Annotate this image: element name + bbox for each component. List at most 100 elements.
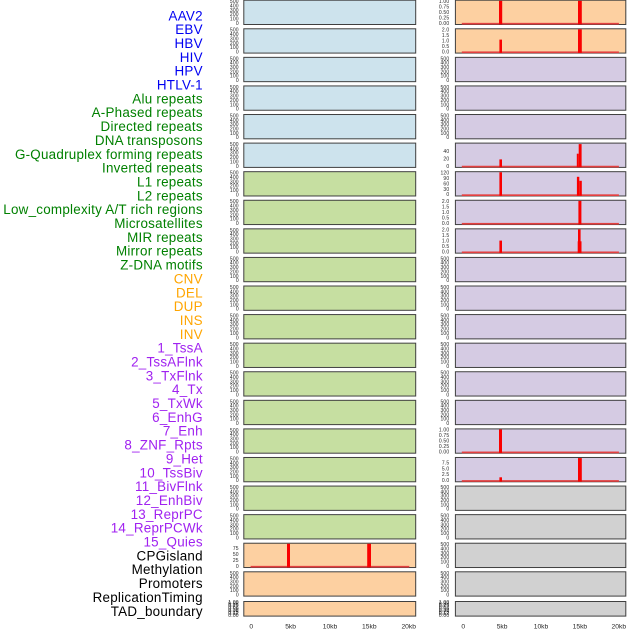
- svg-text:1.0: 1.0: [442, 239, 450, 245]
- svg-text:100: 100: [230, 17, 239, 23]
- svg-text:400: 400: [440, 289, 449, 295]
- svg-text:500: 500: [230, 56, 239, 62]
- svg-text:0: 0: [236, 450, 239, 456]
- svg-text:200: 200: [230, 241, 239, 247]
- svg-text:0: 0: [446, 392, 449, 398]
- svg-text:200: 200: [440, 555, 449, 561]
- svg-text:300: 300: [440, 322, 449, 328]
- svg-text:100: 100: [440, 531, 449, 537]
- svg-text:CPGisland: CPGisland: [137, 548, 203, 563]
- svg-text:200: 200: [230, 12, 239, 18]
- svg-text:0.12: 0.12: [228, 611, 239, 617]
- svg-text:9_Het: 9_Het: [166, 451, 203, 466]
- svg-text:0: 0: [236, 335, 239, 341]
- svg-text:500: 500: [230, 228, 239, 234]
- svg-text:300: 300: [230, 122, 239, 128]
- svg-text:0: 0: [236, 478, 239, 484]
- svg-text:0: 0: [446, 364, 449, 370]
- svg-text:100: 100: [230, 388, 239, 394]
- svg-text:100: 100: [230, 159, 239, 165]
- svg-text:400: 400: [440, 118, 449, 124]
- svg-text:500: 500: [230, 171, 239, 177]
- svg-text:0: 0: [236, 107, 239, 113]
- svg-text:400: 400: [230, 118, 239, 124]
- svg-text:100: 100: [230, 474, 239, 480]
- svg-text:Low_complexity A/T rich region: Low_complexity A/T rich regions: [3, 202, 203, 217]
- svg-text:8_ZNF_Rpts: 8_ZNF_Rpts: [124, 438, 202, 453]
- svg-text:1.00: 1.00: [439, 0, 450, 5]
- svg-text:400: 400: [230, 261, 239, 267]
- svg-text:500: 500: [440, 56, 449, 62]
- svg-text:20kb: 20kb: [401, 624, 416, 630]
- svg-text:500: 500: [440, 542, 449, 548]
- svg-text:400: 400: [230, 575, 239, 581]
- svg-text:1.5: 1.5: [442, 205, 450, 211]
- svg-text:200: 200: [440, 69, 449, 75]
- svg-text:200: 200: [440, 98, 449, 104]
- svg-text:1.5: 1.5: [442, 33, 450, 39]
- svg-text:500: 500: [230, 142, 239, 148]
- svg-text:Mirror repeats: Mirror repeats: [116, 244, 203, 259]
- svg-text:500: 500: [230, 199, 239, 205]
- svg-text:300: 300: [440, 65, 449, 71]
- svg-text:100: 100: [440, 302, 449, 308]
- svg-text:500: 500: [230, 485, 239, 491]
- svg-text:0.25: 0.25: [439, 444, 450, 450]
- svg-text:100: 100: [440, 359, 449, 365]
- svg-text:Methylation: Methylation: [132, 562, 203, 577]
- svg-text:400: 400: [230, 289, 239, 295]
- svg-text:300: 300: [230, 494, 239, 500]
- svg-text:10kb: 10kb: [534, 624, 549, 630]
- svg-text:AAV2: AAV2: [169, 8, 203, 23]
- svg-text:100: 100: [230, 302, 239, 308]
- svg-text:75: 75: [233, 546, 239, 552]
- svg-text:300: 300: [230, 151, 239, 157]
- svg-text:5.0: 5.0: [442, 466, 450, 472]
- svg-text:0.5: 0.5: [442, 244, 450, 250]
- svg-text:0.25: 0.25: [439, 15, 450, 21]
- svg-text:CNV: CNV: [174, 271, 203, 286]
- svg-text:500: 500: [440, 571, 449, 577]
- svg-text:0.62: 0.62: [439, 605, 450, 611]
- svg-text:400: 400: [230, 518, 239, 524]
- svg-text:A-Phased repeats: A-Phased repeats: [92, 105, 203, 120]
- svg-text:HTLV-1: HTLV-1: [157, 78, 203, 93]
- svg-text:200: 200: [230, 98, 239, 104]
- svg-text:200: 200: [440, 384, 449, 390]
- svg-text:100: 100: [230, 531, 239, 537]
- svg-text:200: 200: [230, 69, 239, 75]
- svg-text:100: 100: [230, 588, 239, 594]
- svg-text:300: 300: [440, 294, 449, 300]
- svg-text:100: 100: [230, 245, 239, 251]
- svg-text:500: 500: [230, 342, 239, 348]
- svg-text:500: 500: [440, 113, 449, 119]
- svg-text:0: 0: [236, 364, 239, 370]
- svg-text:100: 100: [440, 588, 449, 594]
- svg-text:MIR repeats: MIR repeats: [127, 230, 203, 245]
- svg-text:400: 400: [440, 261, 449, 267]
- svg-text:100: 100: [440, 74, 449, 80]
- svg-text:0: 0: [236, 592, 239, 598]
- svg-text:200: 200: [230, 269, 239, 275]
- svg-text:500: 500: [230, 285, 239, 291]
- svg-text:100: 100: [230, 445, 239, 451]
- svg-text:300: 300: [440, 265, 449, 271]
- svg-text:300: 300: [230, 322, 239, 328]
- svg-text:300: 300: [230, 36, 239, 42]
- svg-text:400: 400: [230, 432, 239, 438]
- svg-text:100: 100: [230, 502, 239, 508]
- svg-text:1.00: 1.00: [228, 600, 239, 606]
- svg-text:100: 100: [440, 131, 449, 137]
- svg-text:ReplicationTiming: ReplicationTiming: [93, 590, 203, 605]
- svg-text:200: 200: [230, 527, 239, 533]
- svg-text:0: 0: [446, 78, 449, 84]
- svg-text:DUP: DUP: [174, 299, 203, 314]
- svg-text:5kb: 5kb: [497, 624, 508, 630]
- svg-text:500: 500: [440, 514, 449, 520]
- svg-text:0.50: 0.50: [439, 606, 450, 612]
- svg-text:Promoters: Promoters: [139, 576, 203, 591]
- svg-text:13_ReprPC: 13_ReprPC: [131, 507, 203, 522]
- svg-text:100: 100: [230, 74, 239, 80]
- svg-text:0.0: 0.0: [442, 249, 450, 255]
- svg-text:0.00: 0.00: [439, 21, 450, 27]
